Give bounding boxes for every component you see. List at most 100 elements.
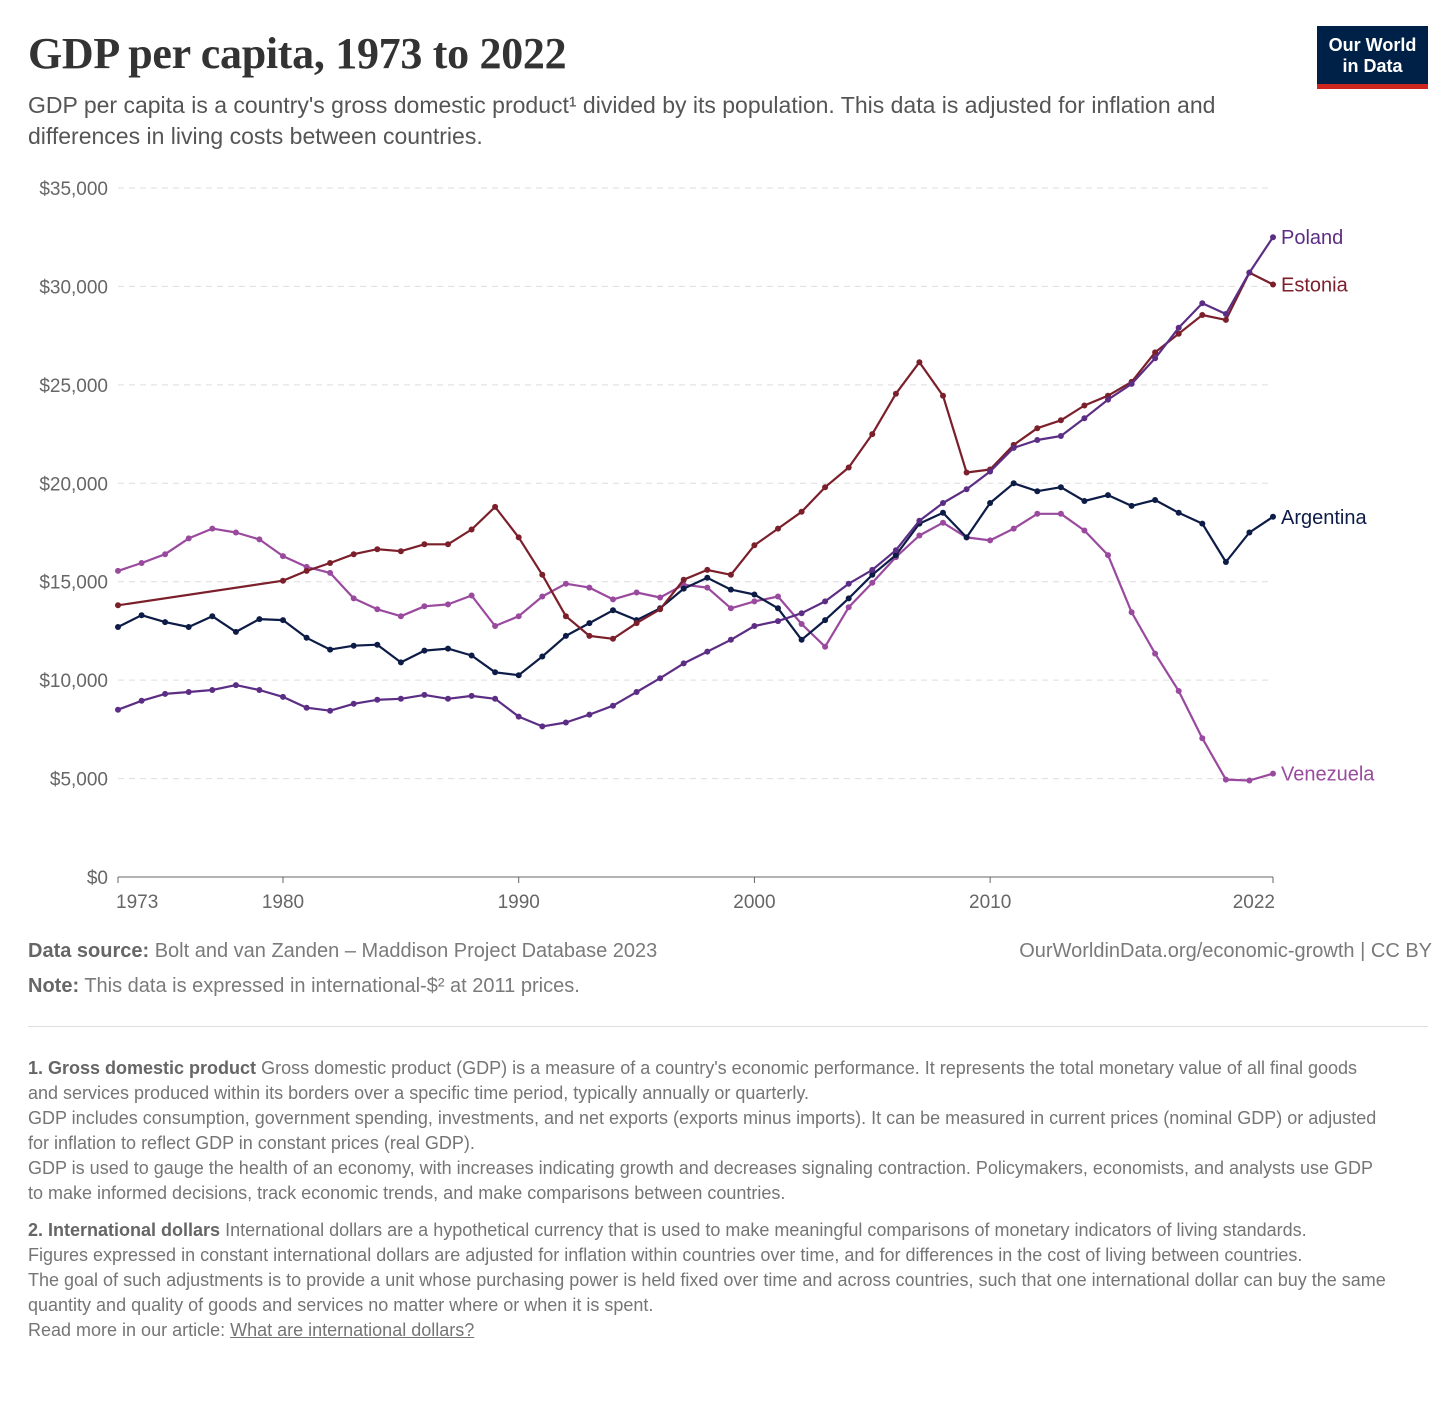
data-point-venezuela bbox=[775, 593, 781, 600]
source-label: Data source: bbox=[28, 940, 150, 962]
data-point-venezuela bbox=[1057, 510, 1064, 517]
data-point-estonia bbox=[397, 548, 404, 555]
data-point-poland bbox=[162, 690, 169, 697]
series-label-venezuela: Venezuela bbox=[1281, 764, 1375, 786]
data-point-poland bbox=[1057, 433, 1064, 439]
data-point-venezuela bbox=[115, 567, 121, 574]
data-point-estonia bbox=[845, 464, 852, 471]
data-point-argentina bbox=[610, 607, 616, 614]
footnote-1-para-3: GDP is used to gauge the health of an ec… bbox=[28, 1158, 1373, 1203]
data-point-argentina bbox=[751, 591, 758, 598]
data-point-argentina bbox=[115, 624, 121, 630]
logo-line-1: Our World bbox=[1328, 35, 1417, 55]
data-point-poland bbox=[515, 713, 522, 720]
data-point-venezuela bbox=[421, 603, 428, 610]
logo-line-2: in Data bbox=[1342, 56, 1403, 76]
data-point-poland bbox=[350, 700, 357, 707]
data-point-estonia bbox=[1199, 312, 1206, 318]
data-point-venezuela bbox=[916, 532, 923, 539]
data-point-argentina bbox=[374, 641, 381, 648]
international-dollars-link[interactable]: What are international dollars? bbox=[230, 1320, 475, 1340]
data-point-estonia bbox=[940, 392, 946, 399]
data-point-poland bbox=[610, 702, 616, 709]
data-point-estonia bbox=[515, 534, 522, 541]
data-point-argentina bbox=[138, 612, 145, 619]
data-point-venezuela bbox=[209, 525, 216, 532]
data-point-argentina bbox=[492, 669, 499, 676]
footnote-2-para-1: 2. International dollars International d… bbox=[28, 1218, 1388, 1243]
data-point-argentina bbox=[798, 636, 805, 643]
x-tick-label: 2010 bbox=[969, 892, 1011, 913]
data-point-poland bbox=[492, 695, 499, 702]
data-point-argentina bbox=[775, 605, 781, 612]
data-point-estonia bbox=[1152, 349, 1159, 356]
data-point-estonia bbox=[869, 431, 876, 438]
data-point-argentina bbox=[256, 616, 263, 623]
data-point-venezuela bbox=[822, 643, 829, 650]
data-point-estonia bbox=[892, 390, 899, 397]
data-point-poland bbox=[586, 711, 593, 718]
data-point-estonia bbox=[963, 469, 970, 476]
data-point-argentina bbox=[845, 595, 852, 602]
data-point-estonia bbox=[303, 567, 310, 574]
data-point-venezuela bbox=[1034, 510, 1041, 517]
data-point-estonia bbox=[374, 546, 381, 553]
data-point-poland bbox=[562, 719, 569, 726]
data-point-argentina bbox=[727, 586, 734, 593]
data-point-venezuela bbox=[1081, 527, 1088, 534]
data-point-poland bbox=[657, 675, 664, 682]
data-point-poland bbox=[963, 486, 970, 493]
data-point-estonia bbox=[586, 632, 593, 639]
data-point-poland bbox=[845, 580, 852, 587]
data-point-estonia bbox=[562, 613, 569, 620]
data-point-poland bbox=[892, 547, 899, 554]
data-point-poland bbox=[775, 618, 781, 625]
data-point-estonia bbox=[1175, 330, 1182, 337]
read-more-text: Read more in our article: bbox=[28, 1320, 226, 1340]
data-point-argentina bbox=[704, 574, 711, 581]
data-point-argentina bbox=[232, 628, 239, 635]
data-point-poland bbox=[869, 566, 876, 573]
y-tick-label: $20,000 bbox=[39, 474, 108, 495]
data-point-poland bbox=[1105, 396, 1111, 403]
footnotes: 1. Gross domestic product Gross domestic… bbox=[28, 1056, 1388, 1355]
license-text[interactable]: | CC BY bbox=[1360, 940, 1432, 962]
footnote-2: 2. International dollars International d… bbox=[28, 1218, 1388, 1343]
footnote-2-label: 2. International dollars bbox=[28, 1220, 221, 1240]
data-point-argentina bbox=[892, 552, 899, 559]
chart-subtitle: GDP per capita is a country's gross dome… bbox=[28, 92, 1216, 149]
data-point-poland bbox=[1270, 234, 1276, 241]
data-point-poland bbox=[397, 695, 404, 702]
data-point-venezuela bbox=[704, 584, 711, 591]
data-point-venezuela bbox=[1270, 770, 1276, 777]
data-point-poland bbox=[1081, 415, 1088, 422]
data-point-estonia bbox=[468, 526, 475, 533]
data-point-venezuela bbox=[280, 553, 286, 560]
data-point-venezuela bbox=[798, 621, 805, 627]
data-point-argentina bbox=[515, 672, 522, 679]
data-point-poland bbox=[1222, 311, 1229, 317]
data-point-venezuela bbox=[492, 623, 499, 629]
data-point-poland bbox=[680, 660, 687, 667]
data-point-venezuela bbox=[515, 613, 522, 620]
line-chart: $0 $5,000 $10,000 $15,000 $20,000 $25,000 $30,… bbox=[39, 179, 1375, 913]
data-point-venezuela bbox=[727, 605, 734, 612]
data-point-estonia bbox=[1081, 402, 1088, 409]
footer-divider bbox=[28, 1026, 1428, 1027]
footnote-1-label: 1. Gross domestic product bbox=[28, 1058, 257, 1078]
data-point-poland bbox=[940, 500, 946, 506]
data-note: Note: This data is expressed in internat… bbox=[28, 975, 580, 998]
data-point-argentina bbox=[1246, 529, 1253, 536]
data-point-venezuela bbox=[1010, 525, 1017, 532]
y-tick-label: $15,000 bbox=[39, 573, 108, 594]
source-url: OurWorldinData.org/economic-growth | CC … bbox=[1019, 940, 1432, 963]
url-link[interactable]: OurWorldinData.org/economic-growth bbox=[1019, 940, 1355, 962]
data-point-venezuela bbox=[539, 593, 546, 600]
data-point-estonia bbox=[1222, 316, 1229, 323]
owid-logo[interactable]: Our World in Data bbox=[1317, 26, 1428, 89]
data-point-estonia bbox=[916, 359, 923, 366]
data-point-argentina bbox=[185, 624, 192, 630]
y-tick-label: $35,000 bbox=[39, 179, 108, 200]
y-axis: $0 $5,000 $10,000 $15,000 $20,000 $25,000 $30,… bbox=[39, 179, 108, 889]
data-point-poland bbox=[1128, 380, 1135, 387]
